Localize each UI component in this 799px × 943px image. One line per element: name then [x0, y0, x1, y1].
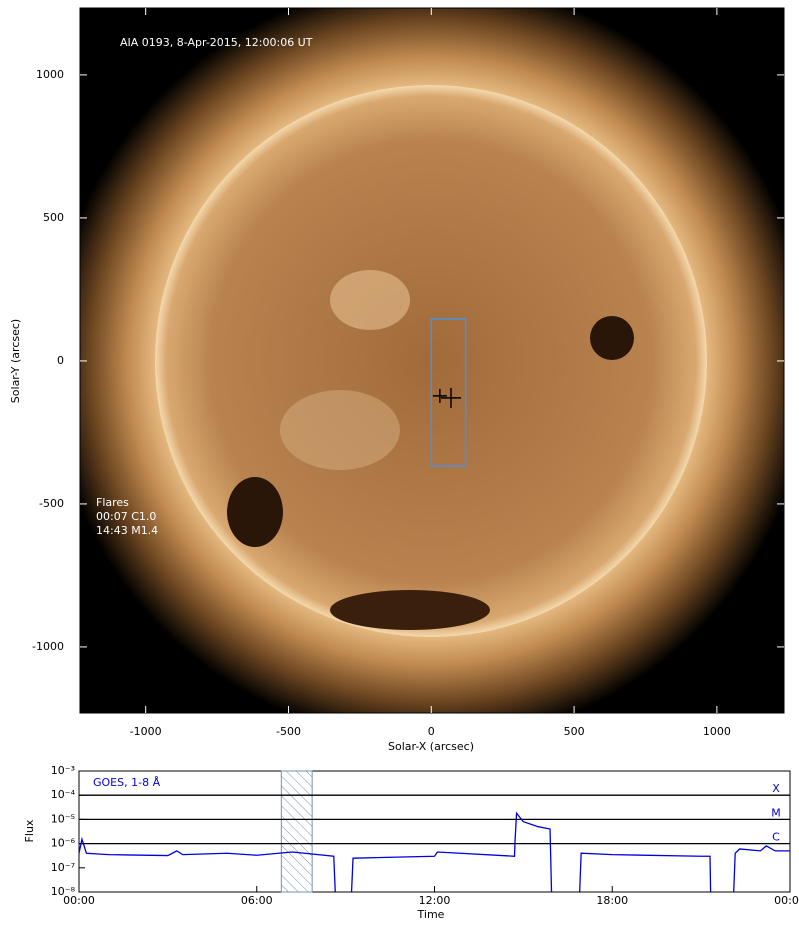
axes-frame	[78, 770, 791, 893]
flare-heading: Flares	[96, 496, 129, 509]
sun-image	[80, 8, 784, 713]
curve-label: GOES, 1-8 Å	[93, 776, 161, 789]
x-tick-label: 06:00	[241, 894, 273, 907]
y-tick-label: -1000	[32, 640, 64, 653]
x-axis-label: Solar-X (arcsec)	[388, 740, 474, 753]
x-tick-label: 12:00	[419, 894, 451, 907]
x-tick-label: 00:00	[774, 894, 799, 907]
x-tick-label: 500	[564, 725, 585, 738]
y-tick-label: 500	[43, 211, 64, 224]
flare-entry: 14:43 M1.4	[96, 524, 158, 537]
flare-entry: 00:07 C1.0	[96, 510, 156, 523]
class-label: M	[771, 806, 781, 819]
class-label: X	[772, 782, 780, 795]
active-region	[280, 390, 400, 470]
x-tick-label: 00:00	[63, 894, 95, 907]
y-tick-label: 10⁻⁵	[51, 812, 75, 825]
goes-panel: GOES, 1-8 Å Time Flux XMC 00:00 06:00 12:00…	[23, 764, 799, 921]
x-tick-label: -500	[276, 725, 301, 738]
y-tick-label: 1000	[36, 68, 64, 81]
y-axis-label: Flux	[23, 819, 36, 842]
x-tick-label: 0	[428, 725, 435, 738]
region-box	[430, 318, 467, 467]
highlight-band	[280, 770, 313, 893]
x-tick-label: 1000	[703, 725, 731, 738]
y-tick-label: 10⁻³	[51, 764, 75, 777]
y-tick-label: 10⁻⁷	[51, 861, 75, 874]
solar-panel: AIA 0193, 8-Apr-2015, 12:00:06 UT Flares…	[9, 7, 785, 753]
x-axis-label: Time	[417, 908, 445, 921]
cross-marker	[440, 387, 461, 408]
x-tick-label: -1000	[130, 725, 162, 738]
x-tick-label: 18:00	[596, 894, 628, 907]
coronal-hole	[227, 477, 283, 547]
y-tick-label: 10⁻⁴	[51, 788, 76, 801]
coronal-hole	[330, 590, 490, 630]
cross-marker	[432, 388, 447, 403]
active-region	[330, 270, 410, 330]
flux-curve	[78, 811, 790, 893]
coronal-hole	[590, 316, 634, 360]
class-label: C	[772, 831, 780, 844]
image-title: AIA 0193, 8-Apr-2015, 12:00:06 UT	[120, 36, 313, 49]
y-tick-label: 10⁻⁶	[51, 837, 76, 850]
y-axis-label: Solar-Y (arcsec)	[9, 319, 22, 403]
y-tick-label: 0	[57, 354, 64, 367]
y-tick-label: 10⁻⁸	[51, 885, 76, 898]
y-tick-label: -500	[39, 497, 64, 510]
